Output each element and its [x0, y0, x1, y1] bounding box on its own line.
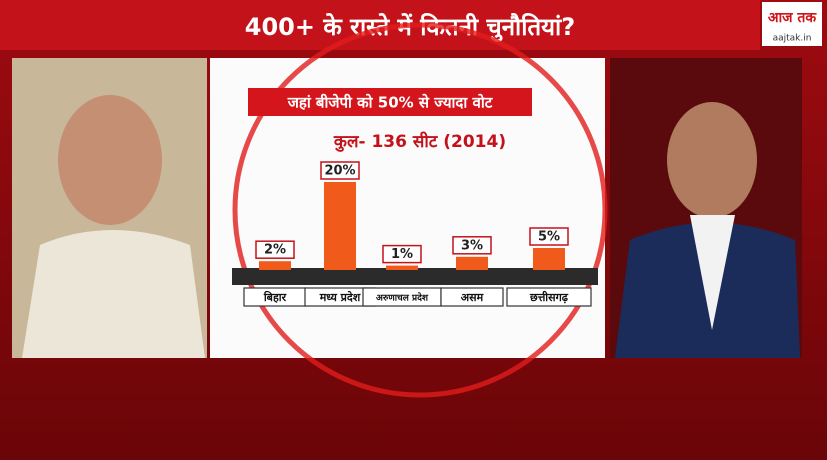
guest-face	[58, 95, 162, 225]
value-label-box	[529, 227, 569, 246]
decor-ring	[232, 22, 608, 398]
value-label-box	[320, 161, 360, 180]
value-label: 1%	[391, 247, 413, 262]
category-box	[440, 287, 504, 307]
category-box	[506, 287, 592, 307]
logo: आज तक	[768, 10, 818, 26]
value-label-box	[382, 244, 422, 264]
bar	[324, 182, 356, 270]
category-label: छत्तीसगढ़	[529, 290, 569, 304]
bar	[533, 248, 565, 270]
anchor-shirt	[690, 215, 735, 330]
chart-title-box	[248, 88, 532, 116]
anchor-face	[667, 102, 757, 218]
value-label: 20%	[324, 164, 355, 179]
logo-site: aajtak.in	[773, 34, 812, 44]
bar	[259, 261, 291, 270]
category-label: अरुणाचल प्रदेश	[376, 292, 429, 304]
logo-box	[762, 2, 822, 46]
value-label-box	[452, 236, 492, 255]
value-label: 2%	[264, 243, 286, 258]
bar-base	[232, 268, 598, 285]
bar	[386, 265, 418, 270]
category-label: मध्य प्रदेश	[319, 290, 361, 304]
guest-body	[22, 230, 205, 358]
value-label: 5%	[538, 230, 560, 245]
chart-subtitle: कुल- 136 सीट (2014)	[333, 131, 506, 152]
category-label: बिहार	[263, 290, 287, 304]
value-label-box	[255, 240, 295, 259]
chart-title: जहां बीजेपी को 50% से ज्यादा वोट	[287, 94, 494, 112]
category-label: असम	[461, 291, 484, 304]
headline-bar	[0, 0, 760, 50]
value-label: 3%	[461, 238, 483, 253]
bar	[456, 256, 488, 270]
